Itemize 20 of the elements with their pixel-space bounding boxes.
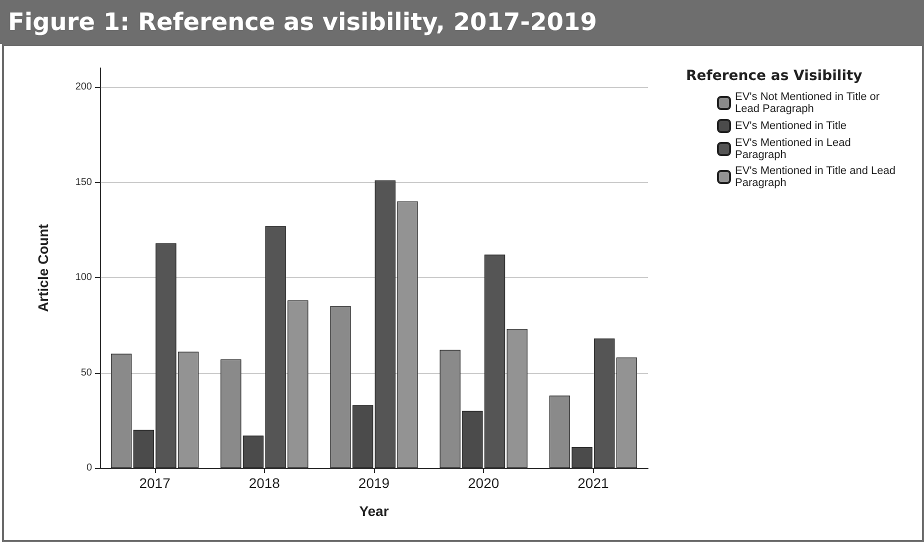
x-tick-label: 2020	[468, 475, 500, 491]
y-tick-label: 50	[80, 367, 92, 378]
x-tick-label: 2017	[139, 475, 171, 491]
x-tick-label: 2021	[578, 475, 609, 491]
x-tick-label: 2019	[358, 475, 390, 491]
legend-label: EV's Mentioned in Lead Paragraph	[735, 137, 854, 161]
y-tick-label: 150	[75, 176, 92, 188]
y-tick-label: 200	[75, 82, 92, 93]
bar	[616, 358, 638, 468]
x-axis-title: Year	[359, 503, 390, 519]
legend-label: EV's Not Mentioned in Title or Lead Paragraph	[735, 91, 883, 115]
legend-label: EV's Mentioned in Title	[735, 120, 847, 132]
y-axis-title: Article Count	[35, 224, 51, 312]
bar	[110, 354, 132, 468]
legend-title: Reference as Visibility	[686, 68, 862, 84]
legend-label: EV's Mentioned in Title and Lead Paragraph	[735, 165, 899, 189]
y-tick-label: 100	[75, 272, 92, 284]
x-tick-label: 2018	[248, 475, 280, 491]
y-tick-label: 0	[86, 462, 92, 474]
chart-title: Figure 1: Reference as visibility, 2017-2019	[0, 0, 924, 44]
